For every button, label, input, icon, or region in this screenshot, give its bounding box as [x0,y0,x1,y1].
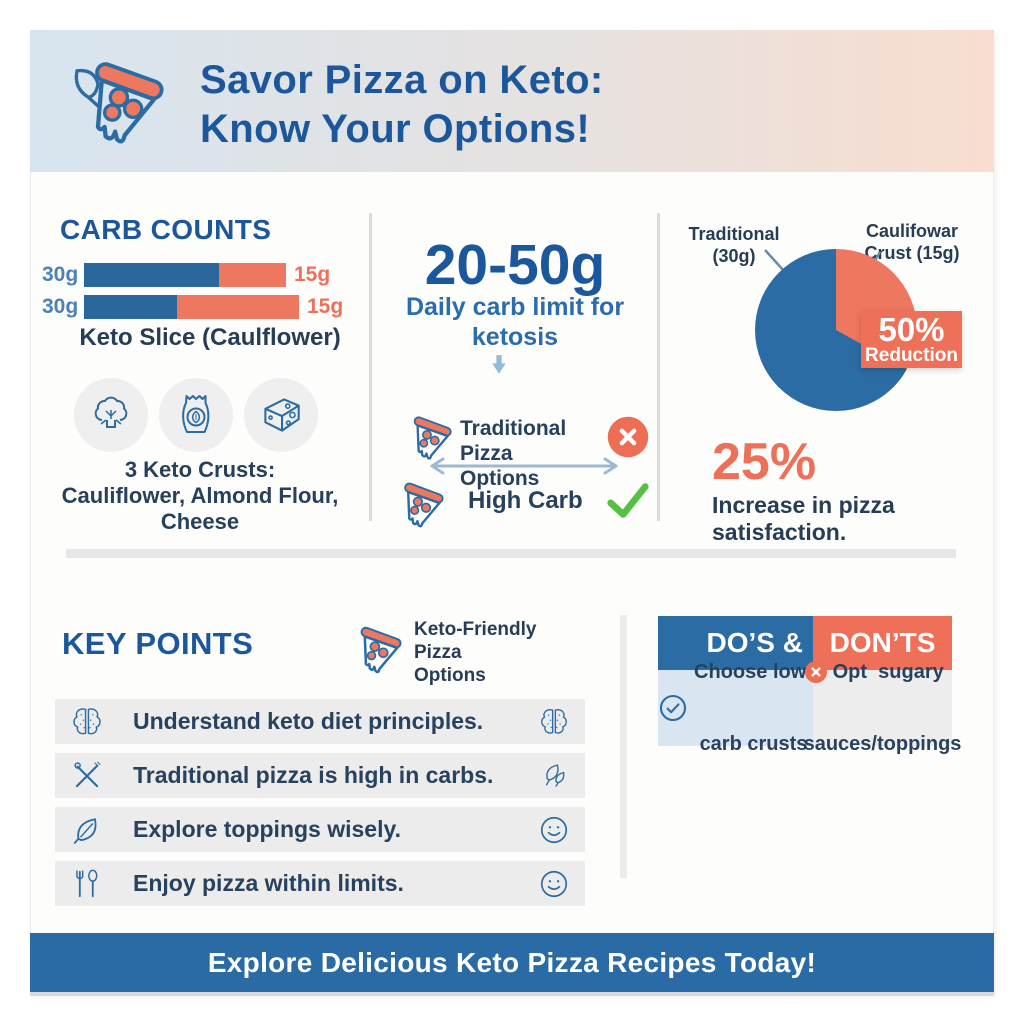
keto-crusts-caption: 3 Keto Crusts: Cauliflower, Almond Flour… [28,457,372,535]
key-point-row-3: Explore toppings wisely. [55,807,585,852]
pie-label-traditional-line2: (30g) [712,246,756,266]
page-title-line1: Savor Pizza on Keto: [200,58,604,102]
do-cell: Choose low- carb crusts [658,661,813,755]
traditional-pizza-label-line1: Traditional Pizza [460,417,567,465]
reduction-badge-caption: Reduction [865,345,958,366]
cutlery-icon [69,866,105,902]
dont-text: Opt sugary sauces/toppings [803,612,962,804]
do-text: Choose low- carb crusts [694,612,813,804]
bar1-left-label: 30g [42,263,79,286]
almond-flour-bag-icon [171,390,221,440]
keto-slice-caption: Keto Slice (Caulflower) [79,324,341,351]
cauliflower-icon [86,390,136,440]
key-point-text-1: Understand keto diet principles. [133,708,484,734]
page-title: Savor Pizza on Keto: Know Your Options! [200,56,604,154]
footer-shadow-strip [30,992,994,996]
section-divider [66,549,956,558]
keto-crusts-title: 3 Keto Crusts: [124,457,276,482]
key-point-text-3: Explore toppings wisely. [133,816,401,842]
double-arrow-icon [430,457,618,475]
dos-donts-body: Choose low- carb crusts Opt sugary sauce… [658,661,961,755]
crust-icon-circle-3 [244,378,318,452]
keto-pizza-icon [392,478,446,532]
check-circle-icon [658,693,688,723]
high-carb-label: High Carb [468,487,583,514]
carb-limit-caption-line1: Daily carb limit for [405,293,625,321]
carb-bar-row-2: 30g 15g [42,295,343,319]
cheese-icon [255,389,307,441]
bar1-orange-segment [219,263,286,287]
footer-banner: Explore Delicious Keto Pizza Recipes Tod… [30,933,994,992]
bar2-left-label: 30g [42,295,79,318]
satisfaction-stat-caption: Increase in pizza satisfaction. [712,492,895,545]
donts-header-cell: DON’TS [813,616,952,670]
header-banner [30,30,994,172]
key-point-row-1: Understand keto diet principles. [55,699,585,744]
carb-bar-row-1: 30g 15g [42,263,330,287]
bar2-blue-segment [84,295,177,319]
crossed-utensils-icon [69,758,105,794]
pie-label-cauliflower: Caulifowar Crust (15g) [856,220,968,264]
traditional-pizza-label-line2: Options [460,467,540,490]
column-divider-1 [369,213,372,521]
down-arrow-icon [486,352,512,380]
pie-label-traditional: Traditional (30g) [688,223,780,267]
pie-label-cauliflower-line2: Crust (15g) [864,243,960,263]
keto-friendly-note-line3: Options [414,665,486,686]
carb-limit-caption-line2: ketosis [471,323,559,351]
key-point-row-4: Enjoy pizza within limits. [55,861,585,906]
pie-label-cauliflower-line1: Caulifowar [865,221,958,241]
x-mark-icon [606,415,650,459]
reduction-badge-value: 50% [878,311,945,348]
carb-limit-caption: Daily carb limit for ketosis [372,292,658,352]
dont-cell: Opt sugary sauces/toppings [803,670,961,755]
dont-text-line2: sauces/toppings [803,733,962,755]
reduction-badge: 50% Reduction [861,311,962,368]
keto-friendly-pizza-icon [348,622,404,678]
dos-header-cell: DO’S & [658,616,813,670]
x-circle-icon [804,660,828,684]
pizza-slice-logo-icon [60,48,174,162]
dos-donts-header: DO’S & DON’TS [658,616,952,670]
key-points-heading: KEY POINTS [62,626,254,661]
satisfaction-stat-value: 25% [712,433,817,491]
leaves-icon [537,759,571,793]
keto-friendly-note-line1: Keto-Friendly [414,619,537,640]
footer-text: Explore Delicious Keto Pizza Recipes Tod… [207,946,817,978]
bar2-orange-segment [177,295,299,319]
traditional-pizza-label: Traditional Pizza Options [460,416,610,491]
column-divider-2 [657,213,660,521]
check-mark-icon [604,476,652,524]
carb-limit-value: 20-50g [424,233,606,297]
brain-icon [69,704,105,740]
keto-friendly-note: Keto-Friendly Pizza Options [414,618,574,687]
bar2-right-label: 15g [307,295,344,318]
do-text-line2: carb crusts [699,733,808,755]
smiley-icon [537,867,571,901]
page-title-line2: Know Your Options! [200,107,591,151]
keto-crusts-list: Cauliflower, Almond Flour, Cheese [61,483,339,534]
bottom-column-divider [620,615,627,878]
leaf-icon [69,812,105,848]
carb-counts-heading: CARB COUNTS [60,214,272,245]
do-text-line1: Choose low- [694,661,813,683]
crust-icon-circle-1 [74,378,148,452]
key-point-text-4: Enjoy pizza within limits. [133,870,404,896]
smiley-icon [537,813,571,847]
keto-friendly-note-line2: Pizza [414,642,462,663]
pie-label-traditional-line1: Traditional [688,224,780,244]
crust-icon-circle-2 [159,378,233,452]
dont-text-line1: Opt sugary [832,661,944,683]
brain-icon [537,705,571,739]
bar1-blue-segment [84,263,219,287]
key-point-row-2: Traditional pizza is high in carbs. [55,753,585,798]
key-point-text-2: Traditional pizza is high in carbs. [133,762,494,788]
bar1-right-label: 15g [294,263,331,286]
